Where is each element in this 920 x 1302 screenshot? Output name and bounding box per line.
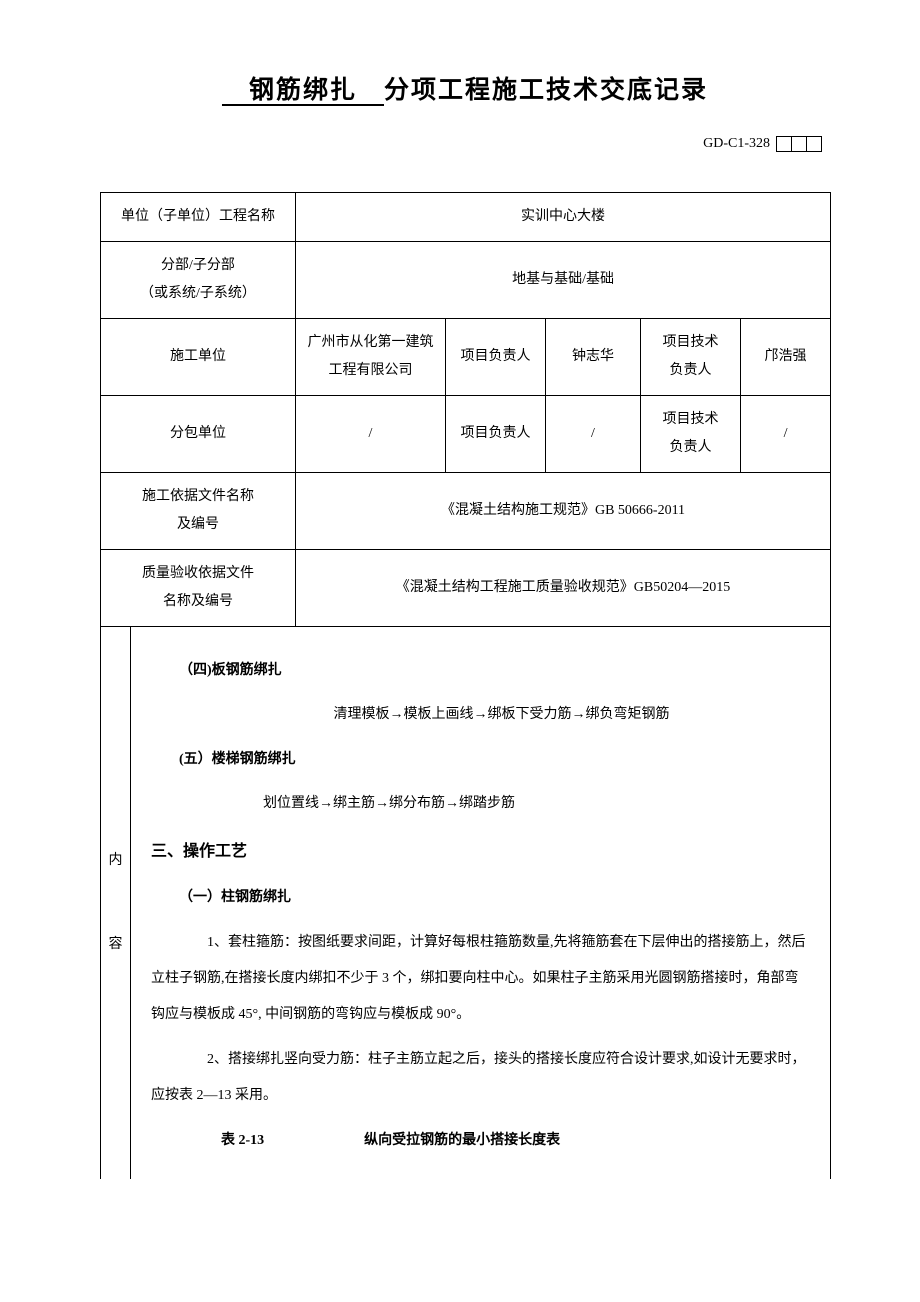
label-division-l2: （或系统/子系统） xyxy=(140,286,256,301)
content-body: （四)板钢筋绑扎 清理模板→模板上画线→绑板下受力筋→绑负弯矩钢筋 (五）楼梯钢… xyxy=(131,627,831,1179)
flow-4: 清理模板→模板上画线→绑板下受力筋→绑负弯矩钢筋 xyxy=(151,697,810,733)
section-3-1: （一）柱钢筋绑扎 xyxy=(151,880,810,916)
row-quality-basis: 质量验收依据文件 名称及编号 《混凝土结构工程施工质量验收规范》GB50204—… xyxy=(101,550,831,627)
row-content: 内 容 （四)板钢筋绑扎 清理模板→模板上画线→绑板下受力筋→绑负弯矩钢筋 (五… xyxy=(101,627,831,1179)
label-subcontractor: 分包单位 xyxy=(101,396,296,473)
value-construction-company: 广州市从化第一建筑工程有限公司 xyxy=(296,319,446,396)
section-3: 三、操作工艺 xyxy=(151,831,810,873)
para-1: 1、套柱箍筋：按图纸要求间距，计算好每根柱箍筋数量,先将箍筋套在下层伸出的搭接筋… xyxy=(151,925,810,1034)
value-sub-project-leader: / xyxy=(546,396,641,473)
checkbox-1 xyxy=(776,136,792,152)
value-tech-leader: 邝浩强 xyxy=(741,319,831,396)
doc-code-row: GD-C1-328 xyxy=(100,136,830,152)
value-construction-basis: 《混凝土结构施工规范》GB 50666-2011 xyxy=(296,473,831,550)
label-construction-unit: 施工单位 xyxy=(101,319,296,396)
inner-table-number: 表 2-13 xyxy=(221,1123,264,1159)
value-quality-basis: 《混凝土结构工程施工质量验收规范》GB50204—2015 xyxy=(296,550,831,627)
content-label-char1: 内 xyxy=(109,853,123,868)
heading-5: (五）楼梯钢筋绑扎 xyxy=(151,742,810,778)
label-quality-basis: 质量验收依据文件 名称及编号 xyxy=(101,550,296,627)
label-cb-l1: 施工依据文件名称 xyxy=(142,489,254,504)
checkbox-group xyxy=(776,136,822,152)
label-tech-leader-l2: 负责人 xyxy=(670,363,712,378)
value-project-leader: 钟志华 xyxy=(546,319,641,396)
title-rest: 分项工程施工技术交底记录 xyxy=(384,76,708,104)
doc-code: GD-C1-328 xyxy=(703,136,770,152)
row-construction-unit: 施工单位 广州市从化第一建筑工程有限公司 项目负责人 钟志华 项目技术 负责人 … xyxy=(101,319,831,396)
main-table: 单位（子单位）工程名称 实训中心大楼 分部/子分部 （或系统/子系统） 地基与基… xyxy=(100,192,831,1179)
document-title: 钢筋绑扎 分项工程施工技术交底记录 xyxy=(100,70,830,106)
value-division: 地基与基础/基础 xyxy=(296,242,831,319)
label-construction-basis: 施工依据文件名称 及编号 xyxy=(101,473,296,550)
label-sub-project-leader: 项目负责人 xyxy=(446,396,546,473)
label-qb-l1: 质量验收依据文件 xyxy=(142,566,254,581)
content-label-cell: 内 容 xyxy=(101,627,131,1179)
value-project-name: 实训中心大楼 xyxy=(296,193,831,242)
label-cb-l2: 及编号 xyxy=(177,517,219,532)
value-subcontractor: / xyxy=(296,396,446,473)
checkbox-2 xyxy=(791,136,807,152)
label-project-leader: 项目负责人 xyxy=(446,319,546,396)
label-division-l1: 分部/子分部 xyxy=(161,258,235,273)
row-subcontractor: 分包单位 / 项目负责人 / 项目技术 负责人 / xyxy=(101,396,831,473)
inner-table-header: 表 2-13 纵向受拉钢筋的最小搭接长度表 xyxy=(151,1123,810,1159)
label-tech-leader: 项目技术 负责人 xyxy=(641,319,741,396)
row-division: 分部/子分部 （或系统/子系统） 地基与基础/基础 xyxy=(101,242,831,319)
content-label-char2: 容 xyxy=(109,937,123,952)
flow-5: 划位置线→绑主筋→绑分布筋→绑踏步筋 xyxy=(151,786,810,822)
title-underlined-part: 钢筋绑扎 xyxy=(222,76,384,104)
label-tech-leader-l1: 项目技术 xyxy=(663,335,719,350)
label-division: 分部/子分部 （或系统/子系统） xyxy=(101,242,296,319)
checkbox-3 xyxy=(806,136,822,152)
row-project-name: 单位（子单位）工程名称 实训中心大楼 xyxy=(101,193,831,242)
label-sub-tech-leader-l2: 负责人 xyxy=(670,440,712,455)
label-qb-l2: 名称及编号 xyxy=(163,594,233,609)
label-sub-tech-leader-l1: 项目技术 xyxy=(663,412,719,427)
heading-4: （四)板钢筋绑扎 xyxy=(151,653,810,689)
inner-table-title: 纵向受拉钢筋的最小搭接长度表 xyxy=(364,1123,560,1159)
para-2: 2、搭接绑扎竖向受力筋：柱子主筋立起之后，接头的搭接长度应符合设计要求,如设计无… xyxy=(151,1042,810,1115)
label-project-name: 单位（子单位）工程名称 xyxy=(101,193,296,242)
label-sub-tech-leader: 项目技术 负责人 xyxy=(641,396,741,473)
value-sub-tech-leader: / xyxy=(741,396,831,473)
row-construction-basis: 施工依据文件名称 及编号 《混凝土结构施工规范》GB 50666-2011 xyxy=(101,473,831,550)
